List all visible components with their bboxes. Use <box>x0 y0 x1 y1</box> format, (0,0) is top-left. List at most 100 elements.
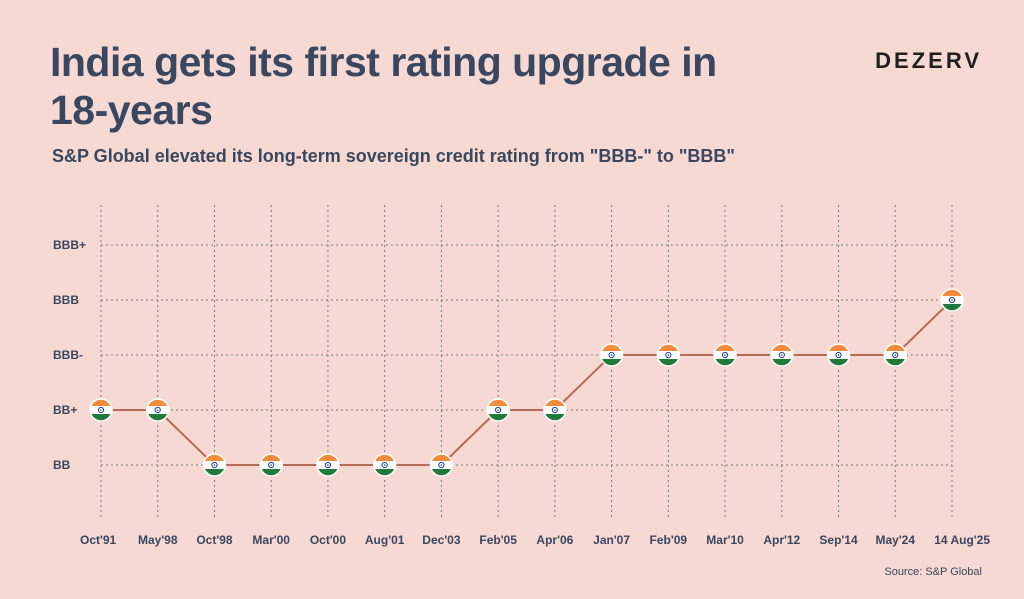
flag-saffron-band <box>373 454 396 461</box>
india-flag-icon <box>883 343 908 367</box>
flag-saffron-band <box>543 399 566 406</box>
flag-rim <box>316 453 340 477</box>
flag-green-band <box>90 414 112 421</box>
source-note: Source: S&P Global <box>884 566 982 578</box>
india-flag-icon <box>599 343 624 367</box>
flag-green-band <box>827 359 850 366</box>
india-flag-icon <box>202 453 227 477</box>
chakra-hub <box>100 409 102 411</box>
y-tick-label: BBB- <box>53 348 83 362</box>
flag-saffron-band <box>770 344 793 351</box>
flag-green-band <box>657 359 680 366</box>
flag-saffron-band <box>316 454 339 461</box>
india-flag-icon <box>940 288 964 312</box>
flag-saffron-band <box>487 399 510 406</box>
flag-rim <box>486 398 510 422</box>
x-tick-label: Jan'07 <box>593 533 630 547</box>
chakra-icon <box>665 351 672 359</box>
flag-rim <box>429 453 454 477</box>
chakra-icon <box>892 351 899 359</box>
flag-saffron-band <box>430 454 453 461</box>
chakra-hub <box>327 464 329 466</box>
flag-saffron-band <box>714 344 737 351</box>
y-tick-label: BBB <box>53 293 79 307</box>
x-tick-label: Oct'00 <box>310 533 347 547</box>
flag-green-band <box>600 359 623 366</box>
chakra-icon <box>495 406 502 414</box>
india-flag-icon <box>372 453 397 477</box>
chakra-hub <box>894 354 897 356</box>
chakra-icon <box>835 351 842 359</box>
flag-green-band <box>203 469 226 476</box>
chakra-icon <box>154 406 161 414</box>
flag-saffron-band <box>827 344 850 351</box>
india-flag-icon <box>316 453 340 477</box>
rating-series-line <box>101 299 953 466</box>
y-tick-label: BBB+ <box>53 238 86 252</box>
flag-rim <box>202 453 227 477</box>
chakra-icon <box>438 461 445 469</box>
flag-saffron-band <box>146 399 169 406</box>
chakra-icon <box>381 461 388 469</box>
india-flag-icon <box>486 398 510 422</box>
india-flag-icon <box>713 343 737 367</box>
flag-rim <box>713 343 737 367</box>
chakra-hub <box>610 354 613 356</box>
india-flag-icon <box>543 398 567 422</box>
chakra-hub <box>270 464 272 466</box>
flag-green-band <box>146 414 169 421</box>
chakra-hub <box>781 354 783 356</box>
x-axis-ticks: Oct'91 May'98 Oct'98 Mar'00 Oct'00 Aug'01 Dec'… <box>80 533 990 547</box>
chakra-hub <box>156 409 159 411</box>
india-flag-icon <box>656 343 681 367</box>
flag-green-band <box>316 469 339 476</box>
flag-green-band <box>714 359 737 366</box>
x-tick-label: Apr'06 <box>536 533 573 547</box>
x-tick-label: May'98 <box>138 533 178 547</box>
india-flag-icon <box>770 343 794 367</box>
chakra-icon <box>551 406 558 414</box>
chakra-hub <box>837 354 840 356</box>
flag-saffron-band <box>657 344 680 351</box>
chakra-hub <box>213 464 216 466</box>
chakra-icon <box>268 461 275 469</box>
x-tick-label: Feb'05 <box>479 533 517 547</box>
flag-green-band <box>430 469 453 476</box>
chart-subtitle: S&P Global elevated its long-term sovere… <box>52 146 735 166</box>
flag-green-band <box>260 469 283 476</box>
chakra-icon <box>211 461 218 469</box>
x-tick-label: Mar'10 <box>706 533 744 547</box>
flag-green-band <box>941 304 963 311</box>
india-flag-icon <box>145 398 170 422</box>
flag-green-band <box>770 359 793 366</box>
chakra-icon <box>324 461 332 469</box>
chakra-icon <box>778 351 785 359</box>
india-flag-icon <box>89 398 113 422</box>
chakra-icon <box>721 351 729 359</box>
x-tick-label: Feb'09 <box>650 533 688 547</box>
chart-title: India gets its first rating upgrade in 1… <box>50 39 717 133</box>
x-tick-label: Oct'98 <box>196 533 233 547</box>
flag-rim <box>259 453 283 477</box>
flag-rim <box>599 343 624 367</box>
chakra-hub <box>667 354 670 356</box>
chakra-hub <box>383 464 386 466</box>
x-tick-label: 14 Aug'25 <box>934 533 990 547</box>
chakra-hub <box>440 464 443 466</box>
chakra-hub <box>951 299 953 301</box>
y-tick-label: BB <box>53 458 71 472</box>
flag-saffron-band <box>884 344 907 351</box>
flag-green-band <box>884 359 907 366</box>
x-tick-label: Mar'00 <box>252 533 290 547</box>
flag-green-band <box>543 414 566 421</box>
x-tick-label: Apr'12 <box>763 533 800 547</box>
chakra-icon <box>608 351 615 359</box>
flag-rim <box>656 343 681 367</box>
flag-green-band <box>487 414 510 421</box>
flag-saffron-band <box>203 454 226 461</box>
flag-rim <box>770 343 794 367</box>
flag-green-band <box>373 469 396 476</box>
chakra-hub <box>554 409 556 411</box>
india-flag-icon <box>429 453 454 477</box>
flag-rim <box>372 453 397 477</box>
